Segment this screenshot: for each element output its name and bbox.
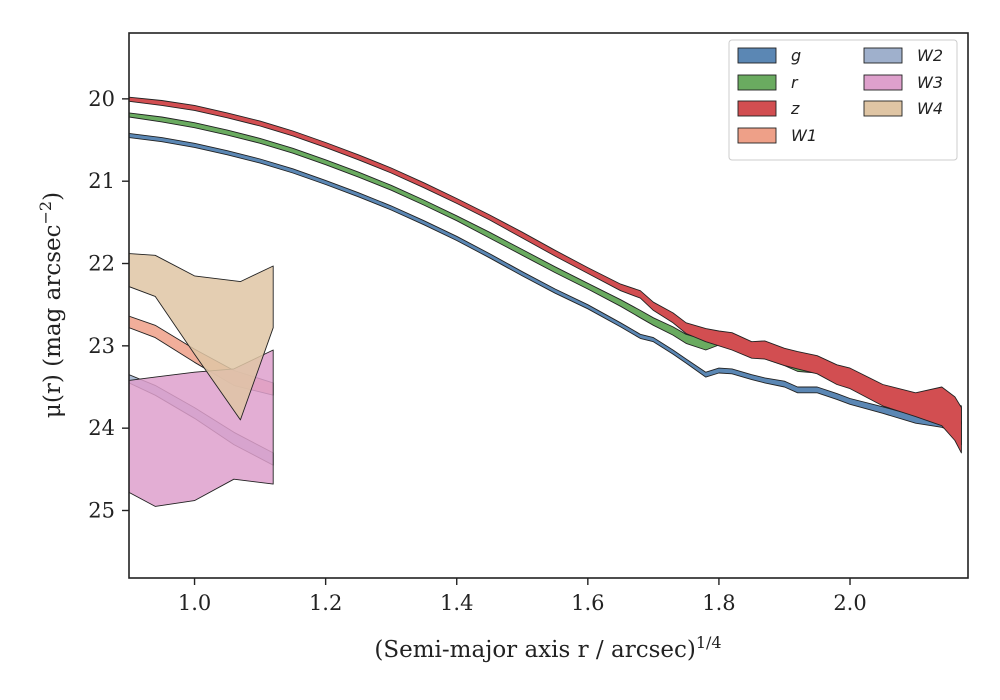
y-axis: 20 21 22 23 24 25 (88, 87, 129, 522)
y-axis-label-close: ) (40, 192, 66, 201)
legend-label-w2: W2 (917, 46, 943, 65)
y-tick-label: 25 (88, 498, 115, 522)
x-tick-label: 2.0 (833, 591, 866, 615)
x-axis: 1.0 1.2 1.4 1.6 1.8 2.0 (178, 578, 867, 615)
legend-swatch-z (737, 100, 777, 117)
x-axis-label-sup: 1/4 (696, 633, 722, 652)
y-tick-label: 21 (88, 169, 115, 193)
legend-label-r: r (791, 73, 799, 92)
y-axis-label: μ(r) (mag arcsec−2) (36, 192, 66, 418)
x-tick-label: 1.2 (309, 591, 342, 615)
legend-label-w4: W4 (917, 99, 943, 118)
x-axis-label: (Semi-major axis r / arcsec)1/4 (374, 633, 721, 663)
y-tick-label: 22 (88, 252, 115, 276)
legend-label-w3: W3 (917, 73, 943, 92)
legend-frame (728, 39, 958, 161)
y-axis-label-sup: −2 (36, 201, 55, 225)
legend-swatch-w1 (737, 127, 777, 144)
legend-label-g: g (791, 46, 801, 65)
plot-frame (128, 32, 969, 579)
y-tick-label: 24 (88, 416, 115, 440)
legend-swatch-w4 (863, 100, 903, 117)
legend: grz W1 W2 W3 W4 (728, 39, 958, 161)
legend-swatch-w3 (863, 74, 903, 91)
y-tick-label: 20 (88, 87, 115, 111)
legend-swatch-w2 (863, 47, 903, 64)
legend-label-z: z (790, 99, 800, 118)
x-tick-label: 1.8 (702, 591, 735, 615)
series-band-z (129, 96, 962, 454)
legend-label-w1: W1 (791, 126, 817, 145)
series-band-w4 (129, 253, 274, 421)
x-tick-label: 1.6 (571, 591, 604, 615)
x-tick-label: 1.0 (178, 591, 211, 615)
x-tick-label: 1.4 (440, 591, 473, 615)
legend-swatch-g (737, 47, 777, 64)
series-layer (129, 96, 962, 507)
legend-swatch-r (737, 74, 777, 91)
y-tick-label: 23 (88, 334, 115, 358)
